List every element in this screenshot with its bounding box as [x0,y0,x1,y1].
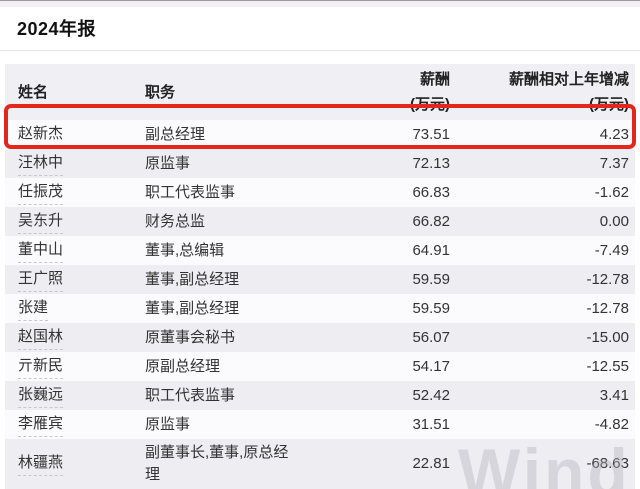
person-name-link[interactable]: 张建 [18,297,49,321]
cell-change: 3.41 [599,386,629,404]
column-header-change-unit: (万元) [589,96,629,113]
report-header: 2024年报 [0,7,640,50]
cell-change: -68.63 [586,455,629,472]
cell-change: -7.49 [594,241,629,259]
person-name-link[interactable]: 张巍远 [18,384,64,408]
cell-name: 李雁宾 [5,413,145,437]
person-name-link[interactable]: 王广照 [18,268,64,292]
table-row[interactable]: 任振茂 职工代表监事 66.83 -1.62 [5,178,635,207]
cell-salary: 66.82 [412,212,450,230]
header-divider [0,50,640,51]
cell-name: 林疆燕 [5,452,145,476]
column-header-name: 姓名 [18,83,49,101]
table-row[interactable]: 张巍远 职工代表监事 52.42 3.41 [5,381,635,410]
cell-name: 亓新民 [5,355,145,379]
cell-position: 董事,副总经理 [145,270,240,288]
table-row[interactable]: 张建 董事,副总经理 59.59 -12.78 [5,294,635,323]
cell-salary: 72.13 [412,154,450,172]
cell-salary: 64.91 [412,241,450,259]
cell-name: 王广照 [5,268,145,292]
cell-salary: 73.51 [412,125,450,143]
cell-position: 职工代表监事 [145,386,236,404]
cell-name: 汪林中 [5,152,145,176]
person-name-link[interactable]: 汪林中 [18,152,64,176]
cell-position: 财务总监 [145,212,206,230]
person-name-link[interactable]: 任振茂 [18,181,64,205]
cell-change: -12.78 [586,270,629,288]
cell-name: 张巍远 [5,384,145,408]
table-row[interactable]: 王广照 董事,副总经理 59.59 -12.78 [5,265,635,294]
cell-change: -4.82 [594,415,629,433]
cell-name: 董中山 [5,239,145,263]
compensation-table: 姓名 职务 薪酬 (万元) 薪酬相对上年增减 (万元) 赵新杰 副总经理 73.… [5,64,635,489]
person-name-link[interactable]: 李雁宾 [18,413,64,437]
cell-change: -1.62 [594,183,629,201]
cell-salary: 31.51 [412,415,450,433]
column-header-salary: 薪酬 (万元) [307,64,450,120]
cell-salary: 59.59 [412,299,450,317]
cell-salary: 59.59 [412,270,450,288]
cell-salary: 56.07 [412,328,450,346]
cell-position: 职工代表监事 [145,183,236,201]
person-name-link[interactable]: 林疆燕 [18,452,64,476]
cell-change: -12.78 [586,299,629,317]
cell-change: -12.55 [586,357,629,375]
cell-salary: 22.81 [412,455,450,472]
person-name-link[interactable]: 董中山 [18,239,64,263]
cell-position: 董事,副总经理 [145,299,240,317]
table-body: 赵新杰 副总经理 73.51 4.23 汪林中 原监事 72.13 7.37 任… [5,120,635,489]
cell-salary: 52.42 [412,386,450,404]
column-header-salary-unit: (万元) [410,96,450,113]
cell-position: 原监事 [145,415,191,433]
cell-position: 原董事会秘书 [145,328,236,346]
person-name-link[interactable]: 亓新民 [18,355,64,379]
cell-change: -15.00 [586,328,629,346]
table-row[interactable]: 赵国林 原董事会秘书 56.07 -15.00 [5,323,635,352]
page-title: 2024年报 [17,19,97,39]
person-name-link[interactable]: 吴东升 [18,210,64,234]
cell-name: 赵新杰 [5,123,145,147]
table-header-row: 姓名 职务 薪酬 (万元) 薪酬相对上年增减 (万元) [5,64,635,120]
cell-name: 赵国林 [5,326,145,350]
table-row[interactable]: 林疆燕 副董事长,董事,原总经理 22.81 -68.63 [5,439,635,489]
person-name-link[interactable]: 赵新杰 [18,123,64,147]
table-row[interactable]: 汪林中 原监事 72.13 7.37 [5,149,635,178]
cell-position: 原监事 [145,154,191,172]
table-row[interactable]: 亓新民 原副总经理 54.17 -12.55 [5,352,635,381]
column-header-position: 职务 [145,83,176,101]
spacer [0,51,640,64]
table-row[interactable]: 李雁宾 原监事 31.51 -4.82 [5,410,635,439]
cell-salary: 54.17 [412,357,450,375]
cell-name: 张建 [5,297,145,321]
table-row[interactable]: 董中山 董事,总编辑 64.91 -7.49 [5,236,635,265]
cell-position: 副总经理 [145,125,206,143]
cell-position: 副董事长,董事,原总经理 [145,444,289,483]
cell-name: 吴东升 [5,210,145,234]
table-row[interactable]: 吴东升 财务总监 66.82 0.00 [5,207,635,236]
top-edge-strip [0,1,640,7]
cell-salary: 66.83 [412,183,450,201]
cell-change: 0.00 [599,212,629,230]
cell-change: 7.37 [599,154,629,172]
cell-change: 4.23 [599,125,629,143]
cell-position: 原副总经理 [145,357,221,375]
person-name-link[interactable]: 赵国林 [18,326,64,350]
column-header-change: 薪酬相对上年增减 (万元) [450,64,635,120]
table-row-highlighted[interactable]: 赵新杰 副总经理 73.51 4.23 [5,120,635,149]
cell-position: 董事,总编辑 [145,241,225,259]
cell-name: 任振茂 [5,181,145,205]
